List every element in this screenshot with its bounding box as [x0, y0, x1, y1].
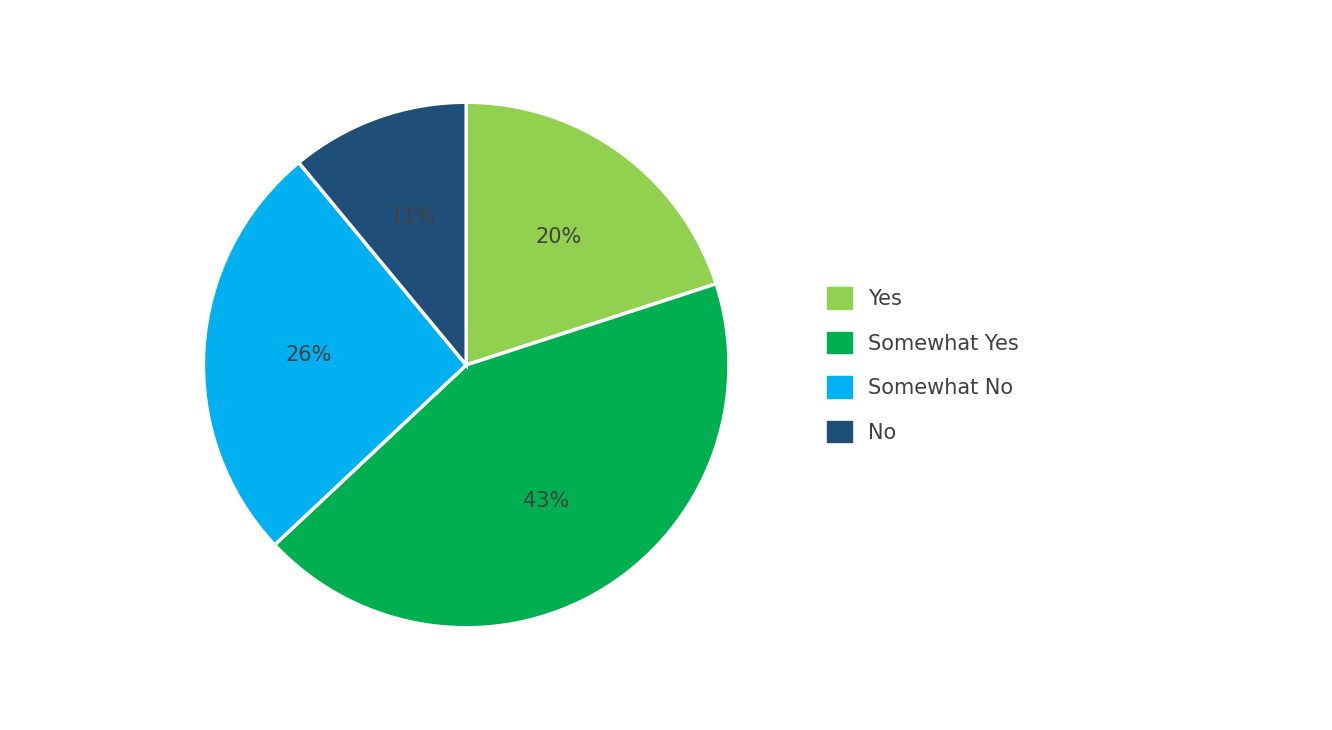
Wedge shape: [204, 163, 466, 545]
Legend: Yes, Somewhat Yes, Somewhat No, No: Yes, Somewhat Yes, Somewhat No, No: [818, 279, 1027, 451]
Text: 43%: 43%: [523, 491, 570, 511]
Wedge shape: [466, 102, 717, 365]
Wedge shape: [274, 284, 729, 628]
Wedge shape: [298, 102, 466, 365]
Text: 26%: 26%: [285, 345, 332, 365]
Text: 11%: 11%: [390, 207, 436, 226]
Text: 20%: 20%: [535, 228, 582, 247]
